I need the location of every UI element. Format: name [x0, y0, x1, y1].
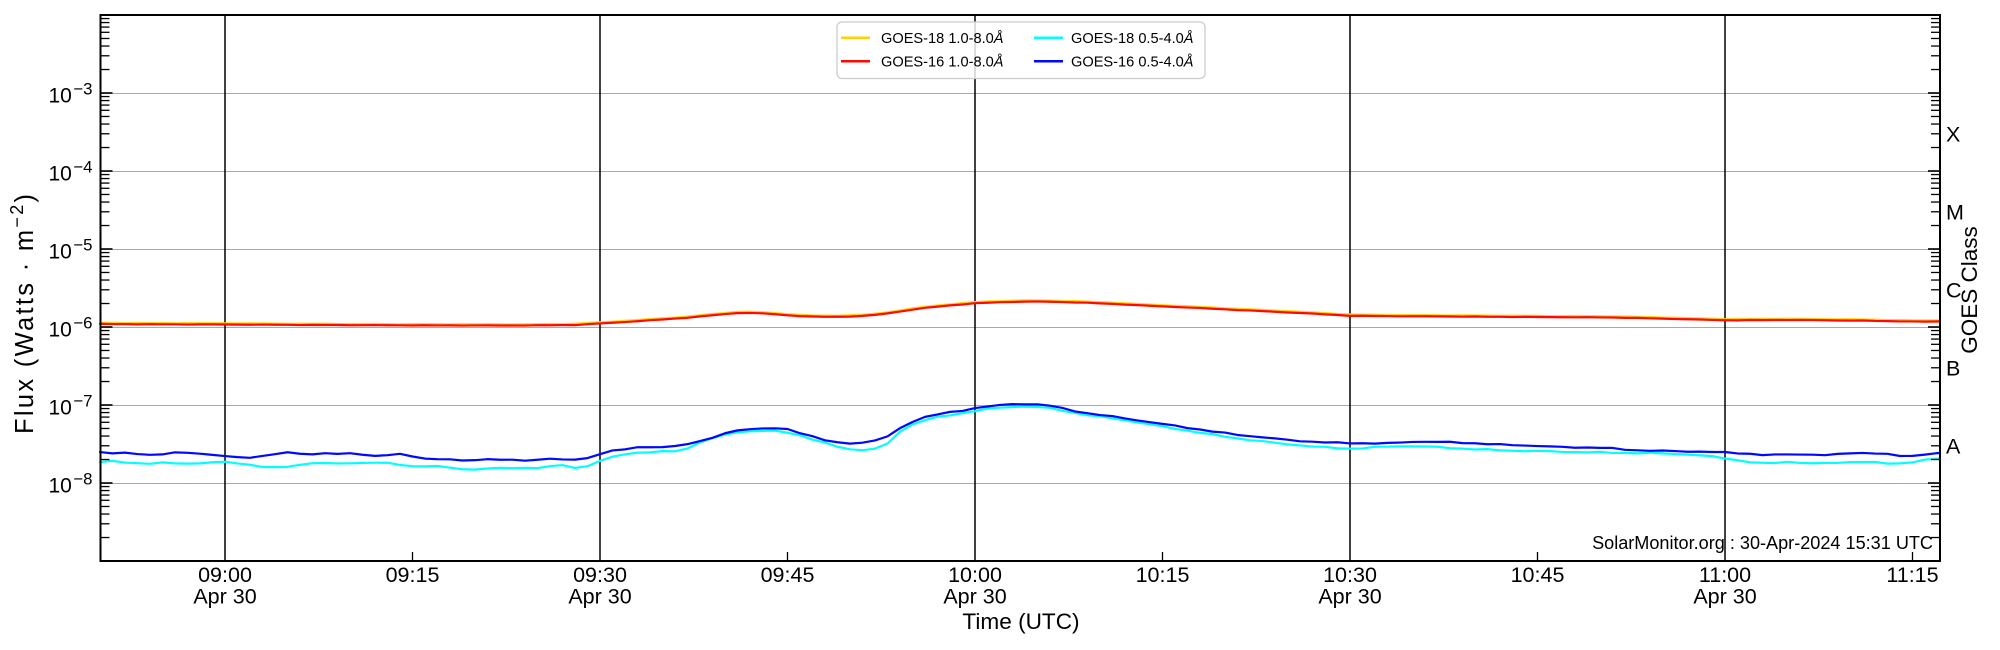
- svg-text:Flux (Watts · m−2): Flux (Watts · m−2): [7, 192, 39, 434]
- svg-text:B: B: [1946, 357, 1960, 381]
- svg-text:GOES-18 1.0-8.0Å: GOES-18 1.0-8.0Å: [881, 30, 1004, 47]
- svg-text:10:30: 10:30: [1323, 563, 1377, 587]
- svg-text:Apr 30: Apr 30: [943, 585, 1006, 609]
- svg-text:GOES Class: GOES Class: [1957, 226, 1982, 354]
- svg-text:09:30: 09:30: [573, 563, 627, 587]
- svg-text:Time (UTC): Time (UTC): [962, 609, 1079, 634]
- svg-text:A: A: [1946, 435, 1961, 459]
- svg-text:11:00: 11:00: [1699, 563, 1751, 587]
- svg-text:M: M: [1946, 201, 1964, 225]
- svg-text:09:15: 09:15: [386, 563, 440, 587]
- svg-text:X: X: [1946, 123, 1960, 147]
- svg-text:GOES-16 0.5-4.0Å: GOES-16 0.5-4.0Å: [1071, 53, 1194, 70]
- svg-text:Apr 30: Apr 30: [1318, 585, 1381, 609]
- svg-text:10:45: 10:45: [1511, 563, 1565, 587]
- svg-text:Apr 30: Apr 30: [1693, 585, 1756, 609]
- svg-text:Apr 30: Apr 30: [193, 585, 256, 609]
- svg-text:09:45: 09:45: [761, 563, 815, 587]
- svg-text:10:00: 10:00: [948, 563, 1002, 587]
- svg-text:GOES-16 1.0-8.0Å: GOES-16 1.0-8.0Å: [881, 53, 1004, 70]
- svg-text:GOES-18 0.5-4.0Å: GOES-18 0.5-4.0Å: [1071, 30, 1194, 47]
- svg-text:SolarMonitor.org : 30-Apr-2024: SolarMonitor.org : 30-Apr-2024 15:31 UTC: [1592, 533, 1933, 553]
- svg-text:Apr 30: Apr 30: [568, 585, 631, 609]
- svg-text:10−5: 10−5: [49, 236, 93, 264]
- svg-text:11:15: 11:15: [1886, 563, 1938, 587]
- svg-text:10:15: 10:15: [1136, 563, 1190, 587]
- svg-text:C: C: [1946, 279, 1962, 303]
- svg-text:09:00: 09:00: [198, 563, 252, 587]
